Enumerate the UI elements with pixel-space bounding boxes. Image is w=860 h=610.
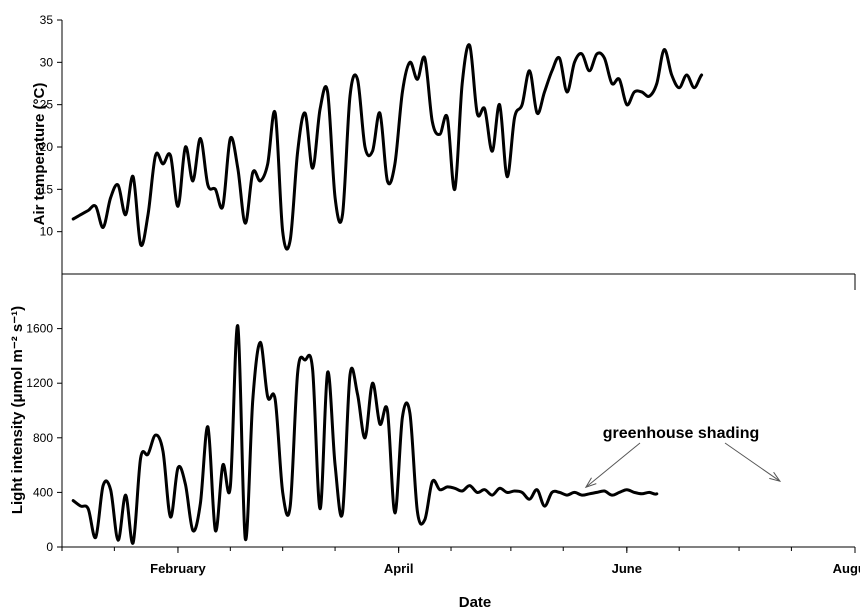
bottom-y-tick-label: 400 <box>33 485 53 499</box>
bottom-y-axis-title: Light intensity (μmol m⁻² s⁻¹) <box>9 306 26 514</box>
bottom-y-tick-label: 1600 <box>26 322 53 336</box>
top-y-tick-label: 10 <box>40 225 54 239</box>
annotation-arrow-line <box>724 442 781 482</box>
bottom-y-tick-label: 0 <box>46 540 53 554</box>
top-y-ticks: 10 15 20 25 30 35 <box>40 13 62 239</box>
x-axis-title: Date <box>459 594 492 610</box>
x-tick-label: August <box>833 561 860 576</box>
bottom-y-tick-label: 800 <box>33 431 53 445</box>
annotation-arrow-line <box>585 442 641 488</box>
air-temperature-line <box>71 43 704 251</box>
annotation-arrow-head <box>769 471 782 483</box>
top-y-tick-label: 25 <box>40 98 54 112</box>
bottom-y-tick-label: 1200 <box>26 376 53 390</box>
x-tick-label: February <box>150 561 206 576</box>
top-y-tick-label: 35 <box>40 13 54 27</box>
top-y-tick-label: 30 <box>40 55 54 69</box>
bottom-y-ticks: 0 400 800 1200 1600 <box>26 322 62 554</box>
top-y-tick-label: 15 <box>40 182 54 196</box>
top-panel: 10 15 20 25 30 35 Air temperature (°C) <box>31 13 856 290</box>
greenhouse-shading-annotation: greenhouse shading <box>584 425 782 489</box>
x-tick-label: June <box>612 561 642 576</box>
top-y-axis-title: Air temperature (°C) <box>31 83 48 226</box>
annotation-arrow-head <box>584 477 597 489</box>
top-y-tick-label: 20 <box>40 140 54 154</box>
annotation-label: greenhouse shading <box>603 425 759 442</box>
x-tick-label: April <box>384 561 414 576</box>
x-ticks: February April June August <box>61 547 860 576</box>
light-intensity-line <box>71 324 659 545</box>
